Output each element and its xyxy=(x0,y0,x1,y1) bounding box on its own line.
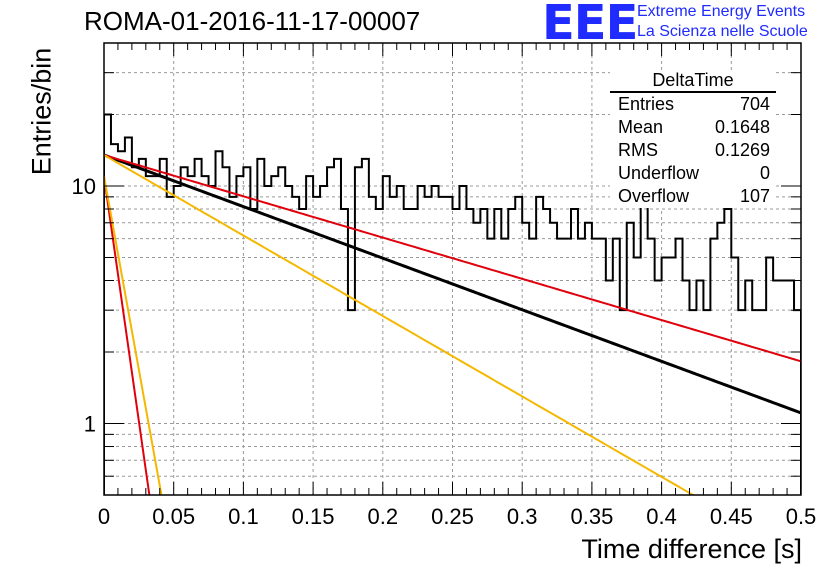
stats-value: 704 xyxy=(740,93,770,116)
y-tick-label: 10 xyxy=(72,174,96,199)
x-tick-label: 0.1 xyxy=(228,504,259,529)
logo-line-2: La Scienza nelle Scuole xyxy=(637,23,808,41)
stats-row-underflow: Underflow 0 xyxy=(610,162,776,185)
stats-row-rms: RMS 0.1269 xyxy=(610,139,776,162)
stats-label: Mean xyxy=(618,116,663,139)
y-axis-label: Entries/bin xyxy=(27,32,58,192)
x-tick-label: 0.5 xyxy=(786,504,817,529)
stats-value: 107 xyxy=(740,185,770,208)
stats-label: Entries xyxy=(618,93,674,116)
stats-row-overflow: Overflow 107 xyxy=(610,185,776,208)
stats-value: 0.1648 xyxy=(715,116,770,139)
x-tick-label: 0.15 xyxy=(292,504,335,529)
logo-line-1: Extreme Energy Events xyxy=(637,3,805,21)
x-tick-label: 0.2 xyxy=(368,504,399,529)
x-tick-label: 0.35 xyxy=(570,504,613,529)
fit-curve xyxy=(104,176,163,505)
x-tick-label: 0.05 xyxy=(152,504,195,529)
x-tick-label: 0 xyxy=(98,504,110,529)
x-axis-label: Time difference [s] xyxy=(581,534,802,565)
x-tick-label: 0.25 xyxy=(431,504,474,529)
eee-logo: EEE xyxy=(542,2,637,44)
x-tick-label: 0.4 xyxy=(646,504,677,529)
stats-row-entries: Entries 704 xyxy=(610,93,776,116)
x-tick-label: 0.3 xyxy=(507,504,538,529)
stats-label: RMS xyxy=(618,139,658,162)
run-title: ROMA-01-2016-11-17-00007 xyxy=(84,6,420,37)
x-tick-label: 0.45 xyxy=(710,504,753,529)
stats-row-mean: Mean 0.1648 xyxy=(610,116,776,139)
stats-label: Overflow xyxy=(618,185,689,208)
y-tick-label: 1 xyxy=(84,412,96,437)
stats-value: 0 xyxy=(760,162,770,185)
stats-box: DeltaTime Entries 704 Mean 0.1648 RMS 0.126… xyxy=(610,70,776,208)
stats-title: DeltaTime xyxy=(610,70,776,93)
stats-label: Underflow xyxy=(618,162,699,185)
stats-value: 0.1269 xyxy=(715,139,770,162)
